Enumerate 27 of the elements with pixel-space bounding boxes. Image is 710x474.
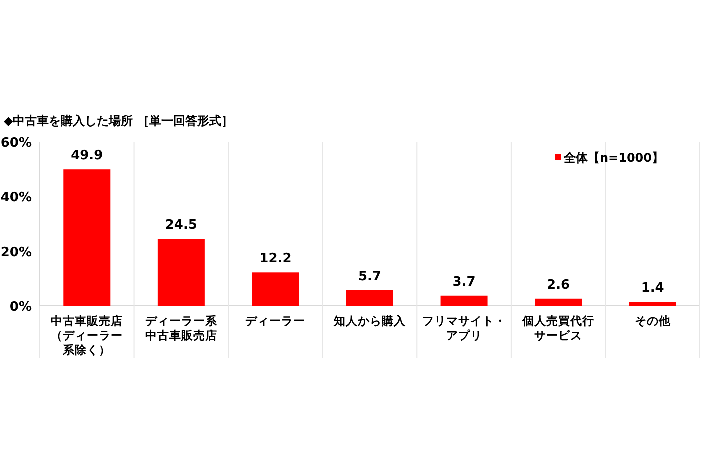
bar	[64, 170, 111, 306]
bar	[440, 296, 488, 306]
y-tick-label: 40%	[0, 190, 32, 206]
x-tick-label: フリマサイト・アプリ	[422, 314, 506, 342]
data-label: 3.7	[452, 274, 476, 290]
y-tick-label: 20%	[0, 245, 32, 260]
data-label: 2.6	[547, 278, 570, 293]
data-label: 5.7	[358, 269, 382, 284]
x-tick-label: 個人売買代行サービス	[522, 314, 595, 342]
y-tick-label: 60%	[0, 136, 32, 151]
x-tick-label: 中古車販売店（ディーラー系除く）	[51, 314, 124, 357]
data-label: 12.2	[260, 252, 292, 267]
bar	[346, 290, 394, 306]
bar	[252, 272, 300, 306]
x-tick-label: 知人から購入	[333, 314, 407, 328]
y-tick-label: 0%	[10, 300, 32, 315]
data-label: 24.5	[165, 218, 198, 234]
chart-title: ◆中古車を購入した場所 ［単一回答形式］	[4, 114, 234, 128]
x-tick-label: ディーラー系中古車販売店	[145, 314, 218, 342]
data-label: 49.9	[71, 148, 104, 164]
x-tick-label: ディーラー	[246, 314, 306, 328]
legend-label: 全体【n=1000】	[563, 151, 664, 165]
bar	[629, 302, 676, 306]
bar	[158, 239, 205, 306]
x-tick-label: その他	[634, 314, 672, 328]
bar	[535, 298, 582, 306]
data-label: 1.4	[641, 281, 664, 296]
